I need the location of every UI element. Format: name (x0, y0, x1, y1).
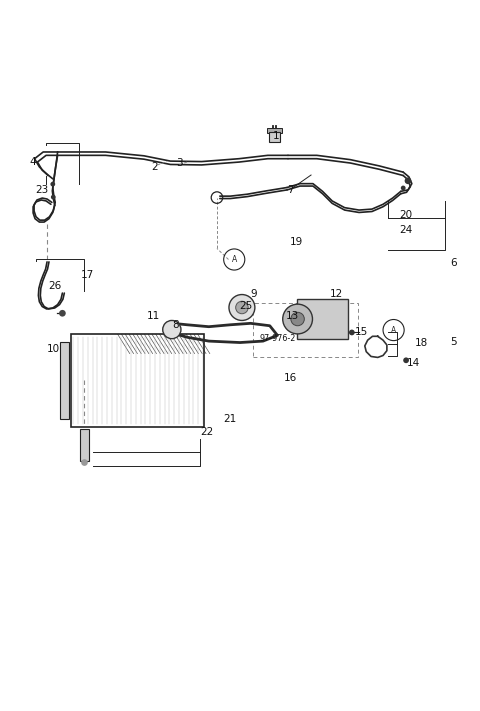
Text: 9: 9 (250, 289, 257, 299)
Circle shape (403, 358, 409, 363)
Bar (297, 299, 348, 338)
Circle shape (59, 310, 66, 316)
Circle shape (401, 186, 406, 191)
Circle shape (163, 321, 181, 338)
Text: 22: 22 (201, 427, 214, 437)
Text: 25: 25 (239, 301, 252, 311)
Text: 20: 20 (399, 210, 412, 220)
Circle shape (236, 301, 248, 314)
Text: 21: 21 (223, 415, 236, 424)
Text: 5: 5 (450, 337, 457, 347)
Bar (267, 129, 282, 133)
Text: 23: 23 (36, 185, 49, 195)
Text: A: A (391, 326, 396, 335)
Circle shape (405, 178, 411, 184)
Text: 97-976-2: 97-976-2 (259, 334, 296, 343)
Text: A: A (232, 255, 237, 264)
Text: 2: 2 (152, 162, 158, 172)
Bar (269, 132, 280, 142)
Text: 15: 15 (354, 328, 368, 338)
Text: 6: 6 (450, 258, 457, 268)
Text: 11: 11 (147, 311, 160, 321)
Circle shape (51, 195, 56, 200)
Circle shape (81, 459, 88, 466)
Text: 18: 18 (415, 338, 428, 348)
Circle shape (349, 330, 355, 336)
Text: 26: 26 (48, 281, 62, 291)
Circle shape (50, 182, 55, 186)
Text: 12: 12 (329, 289, 343, 299)
Text: 16: 16 (284, 373, 297, 383)
Text: 14: 14 (407, 358, 420, 368)
Circle shape (229, 294, 255, 321)
Text: 19: 19 (290, 237, 303, 247)
Text: 17: 17 (81, 270, 94, 280)
Text: 13: 13 (286, 311, 300, 321)
Bar (60, 341, 69, 419)
Circle shape (291, 312, 304, 326)
Text: 4: 4 (29, 156, 36, 166)
Text: 3: 3 (176, 159, 182, 169)
Bar (71, 334, 204, 427)
Text: 24: 24 (399, 225, 412, 235)
Bar (80, 429, 89, 461)
Text: 1: 1 (273, 131, 279, 141)
Text: 7: 7 (287, 185, 294, 195)
Text: 10: 10 (47, 344, 60, 354)
Circle shape (283, 304, 312, 334)
Bar (253, 303, 358, 357)
Text: 8: 8 (172, 320, 179, 331)
